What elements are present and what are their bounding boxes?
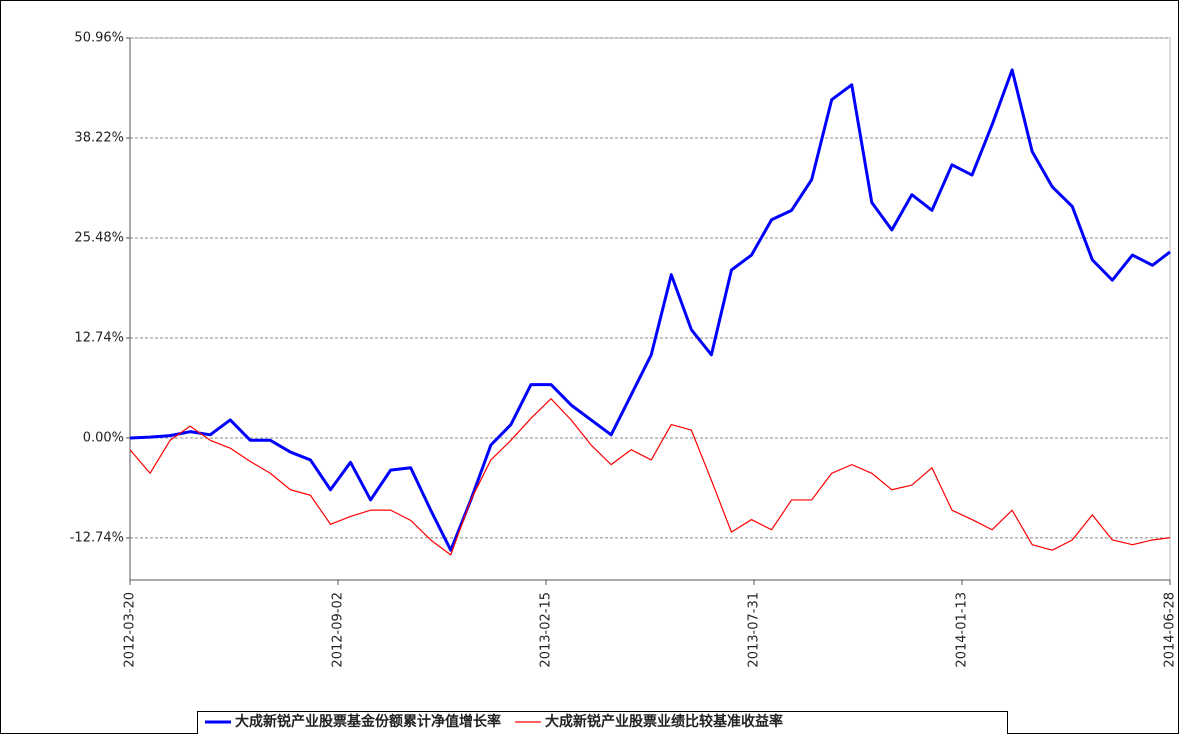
series-line <box>129 398 1171 556</box>
x-tick-label: 2012-03-20 <box>123 592 138 668</box>
legend-label: 大成新锐产业股票业绩比较基准收益率 <box>545 713 783 730</box>
x-tick-label: 2012-09-02 <box>331 592 346 668</box>
x-tick-label: 2014-06-28 <box>1163 592 1178 668</box>
x-tick-label: 2014-01-13 <box>955 592 970 668</box>
x-tick-label: 2013-02-15 <box>539 592 554 668</box>
legend-box <box>197 711 1008 734</box>
x-tick-label: 2013-07-31 <box>747 592 762 668</box>
y-tick-label: 12.74% <box>74 330 124 345</box>
y-tick-label: 0.00% <box>83 430 124 445</box>
series-line <box>129 68 1171 552</box>
y-tick-label: -12.74% <box>70 530 124 545</box>
y-tick-label: 50.96% <box>74 31 124 46</box>
y-tick-label: 38.22% <box>74 130 124 145</box>
legend-label: 大成新锐产业股票基金份额累计净值增长率 <box>235 713 501 730</box>
y-tick-label: 25.48% <box>74 230 124 245</box>
